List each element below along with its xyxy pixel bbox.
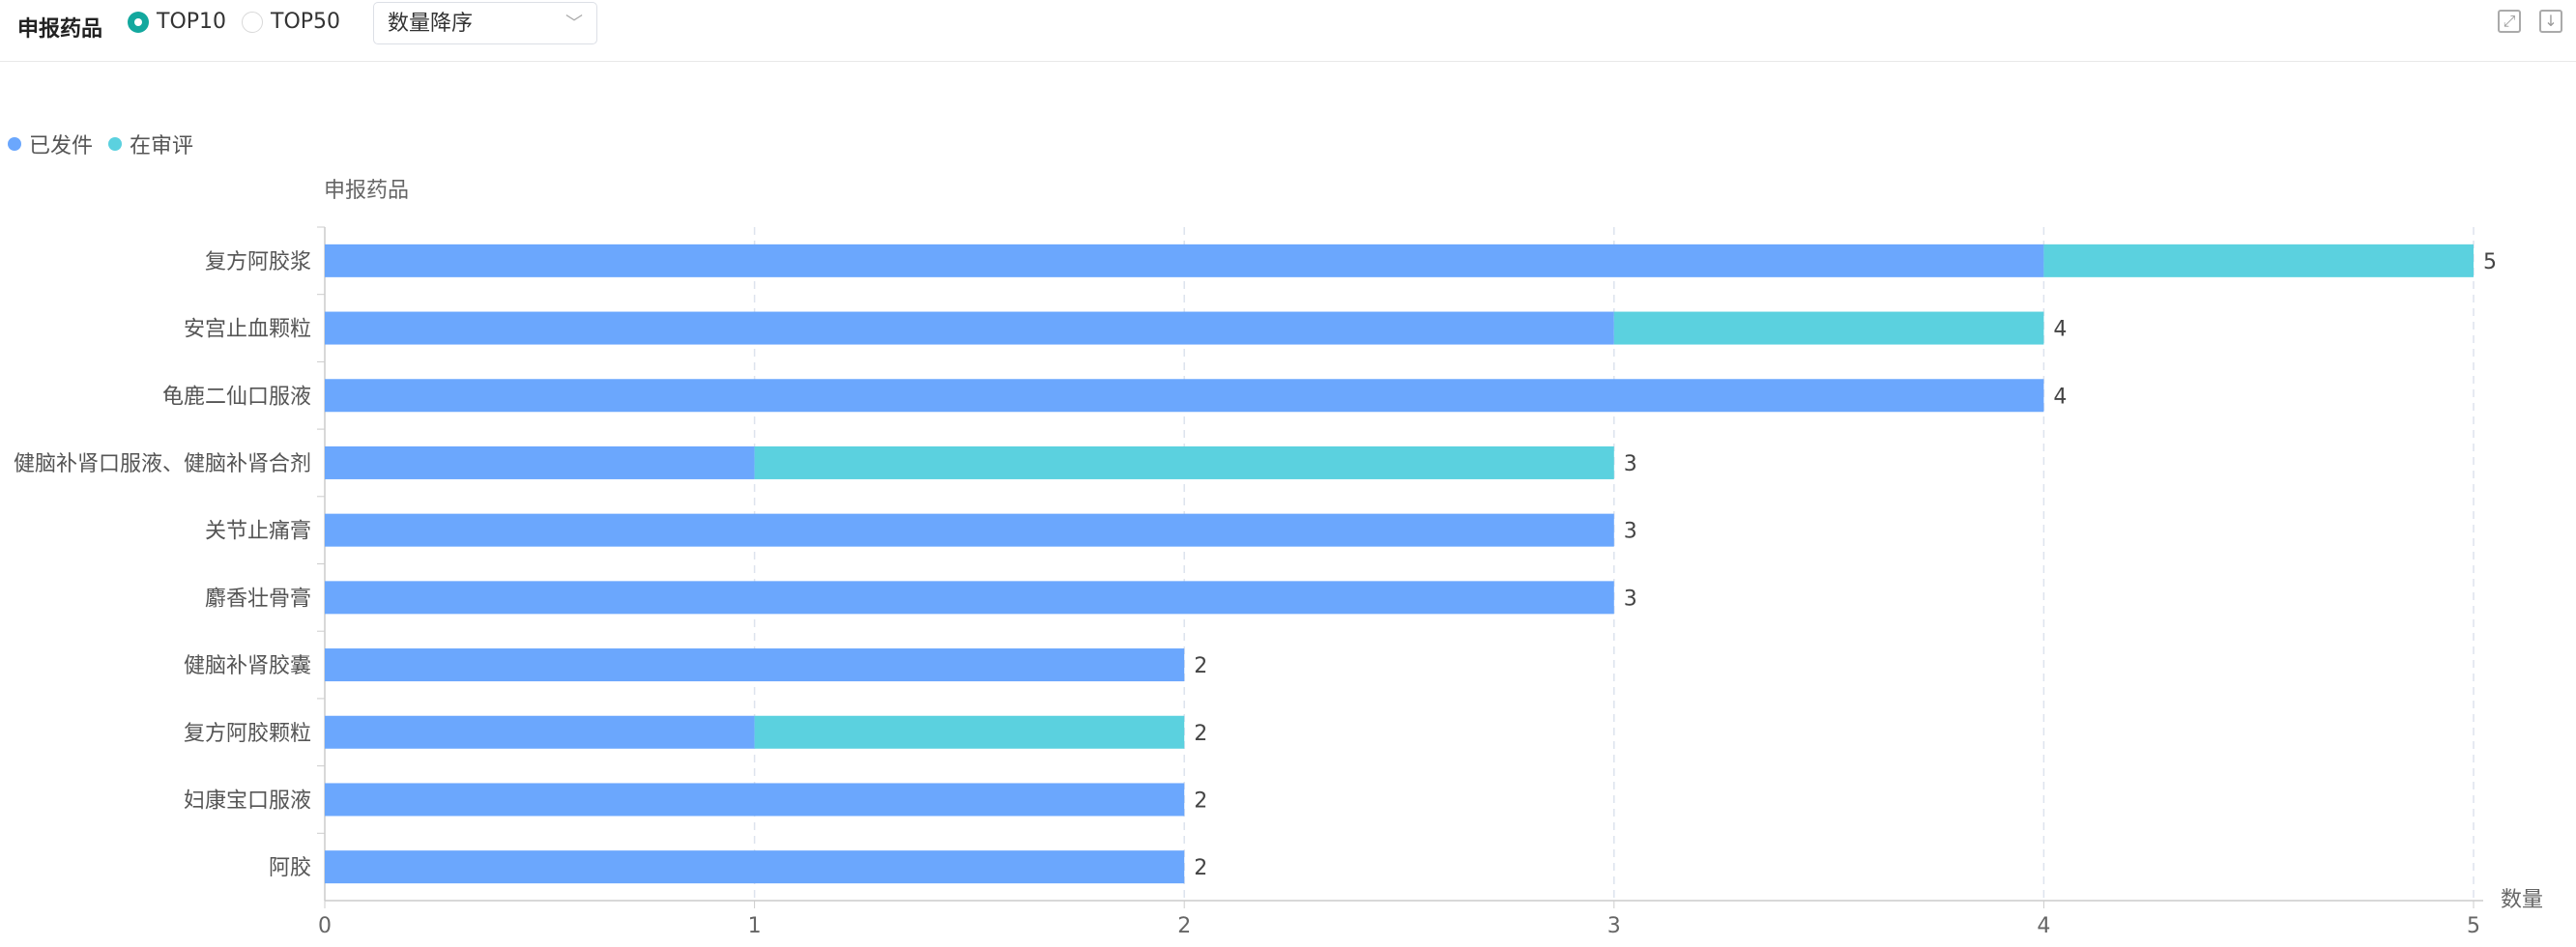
- legend-item-review[interactable]: 在审评: [108, 129, 193, 159]
- expand-icon[interactable]: ⤢: [2498, 10, 2521, 33]
- panel-title: 申报药品: [17, 17, 103, 42]
- toolbar: 申报药品 TOP10 TOP50 数量降序 ﹀ ⤢ ↓: [0, 0, 2576, 62]
- bar-review: [754, 715, 1185, 749]
- data-label: 2: [1194, 654, 1207, 678]
- legend-swatch: [8, 137, 21, 151]
- x-tick-label: 4: [2037, 914, 2050, 938]
- sort-select-value: 数量降序: [388, 12, 474, 36]
- radio-label: TOP50: [271, 10, 341, 34]
- y-axis-title: 申报药品: [324, 179, 409, 203]
- bar-issued: [325, 648, 1185, 682]
- bar-issued: [325, 513, 1614, 547]
- legend-swatch: [108, 137, 123, 151]
- data-label: 4: [2053, 385, 2067, 409]
- y-tick-label: 复方阿胶浆: [205, 250, 311, 274]
- bar-issued: [325, 311, 1614, 345]
- y-tick-label: 复方阿胶颗粒: [184, 722, 311, 746]
- bar-issued: [325, 783, 1185, 817]
- data-label: 2: [1194, 856, 1207, 880]
- radio-top50[interactable]: TOP50: [242, 10, 340, 34]
- data-label: 4: [2053, 318, 2067, 342]
- legend: 已发件 在审评: [8, 129, 209, 159]
- y-tick-label: 妇康宝口服液: [184, 789, 311, 813]
- y-tick-label: 龟鹿二仙口服液: [162, 385, 311, 409]
- x-tick-label: 2: [1177, 914, 1191, 938]
- bar-issued: [325, 445, 755, 479]
- radio-unchecked-icon: [242, 11, 263, 33]
- legend-label: 已发件: [29, 134, 94, 158]
- bar-review: [1613, 311, 2044, 345]
- download-icon[interactable]: ↓: [2539, 10, 2562, 33]
- data-label: 5: [2483, 250, 2497, 274]
- x-tick-label: 3: [1607, 914, 1621, 938]
- bar-review: [2043, 244, 2474, 277]
- bar-issued: [325, 379, 2044, 413]
- y-tick-label: 健脑补肾胶囊: [184, 654, 311, 678]
- data-label: 3: [1624, 520, 1637, 544]
- y-tick-label: 健脑补肾口服液、健脑补肾合剂: [14, 452, 311, 476]
- legend-item-issued[interactable]: 已发件: [8, 129, 93, 159]
- radio-top10[interactable]: TOP10: [128, 10, 226, 34]
- y-tick-label: 阿胶: [269, 856, 311, 880]
- bar-issued: [325, 850, 1185, 884]
- bar-issued: [325, 581, 1614, 615]
- legend-label: 在审评: [130, 134, 194, 158]
- radio-label: TOP10: [157, 10, 227, 34]
- chevron-down-icon: ﹀: [565, 14, 583, 34]
- bar-review: [754, 445, 1614, 479]
- x-tick-label: 0: [318, 914, 332, 938]
- bar-issued: [325, 244, 2044, 277]
- y-tick-label: 安宫止血颗粒: [184, 318, 311, 342]
- y-tick-label: 关节止痛膏: [205, 520, 311, 544]
- x-tick-label: 1: [748, 914, 762, 938]
- x-axis-title: 数量: [2501, 888, 2543, 912]
- data-label: 3: [1624, 452, 1637, 476]
- data-label: 3: [1624, 587, 1637, 611]
- bar-issued: [325, 715, 755, 749]
- radio-checked-icon: [128, 11, 149, 33]
- data-label: 2: [1194, 722, 1207, 746]
- x-tick-label: 5: [2467, 914, 2480, 938]
- y-tick-label: 麝香壮骨膏: [205, 587, 311, 611]
- data-label: 2: [1194, 789, 1207, 813]
- sort-select[interactable]: 数量降序 ﹀: [373, 2, 597, 44]
